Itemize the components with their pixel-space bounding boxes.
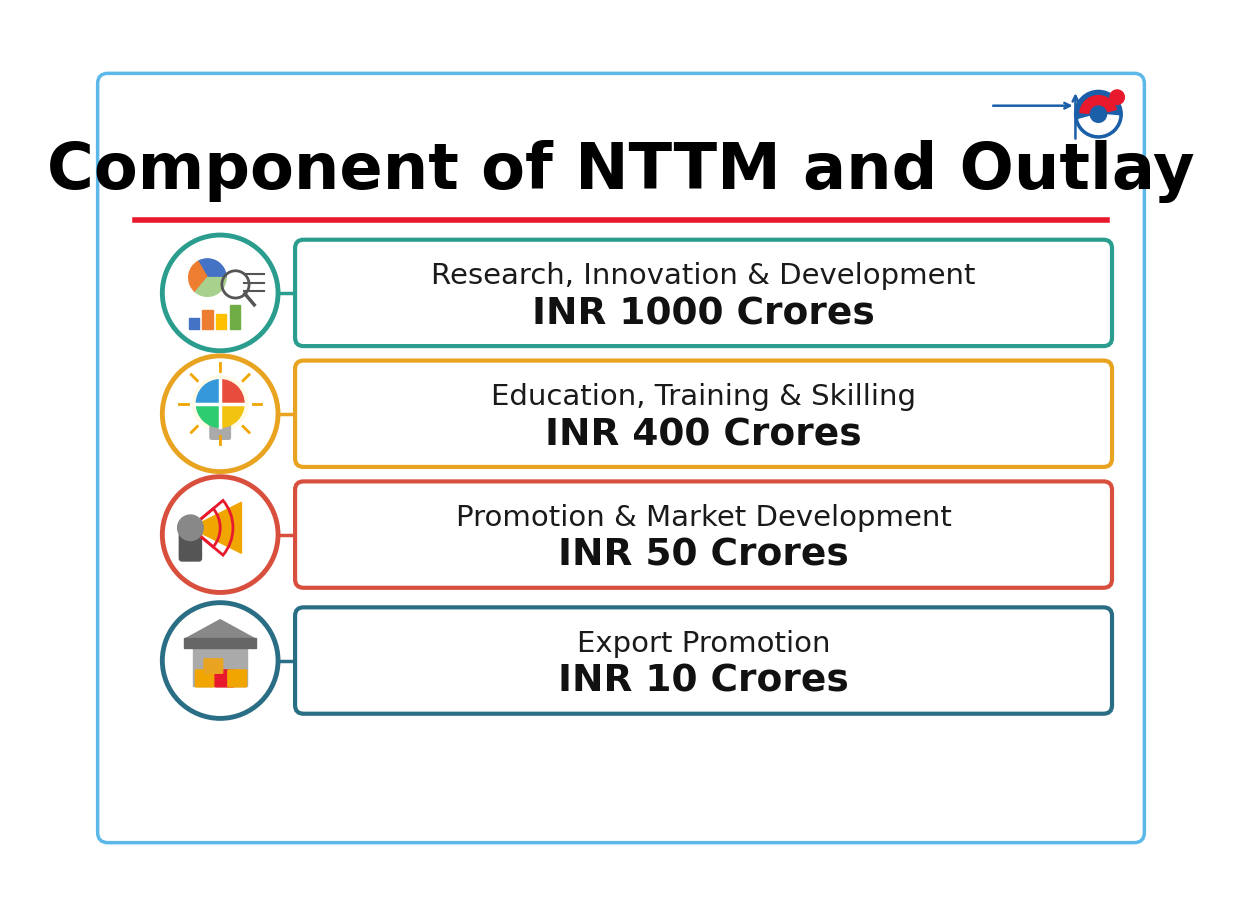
- Wedge shape: [197, 259, 226, 278]
- Circle shape: [163, 603, 278, 718]
- FancyBboxPatch shape: [296, 361, 1112, 467]
- Polygon shape: [185, 620, 256, 639]
- FancyBboxPatch shape: [227, 670, 247, 687]
- FancyBboxPatch shape: [230, 305, 240, 329]
- Polygon shape: [190, 502, 241, 553]
- Circle shape: [163, 476, 278, 593]
- Text: INR 1000 Crores: INR 1000 Crores: [532, 296, 874, 333]
- FancyBboxPatch shape: [98, 73, 1144, 843]
- FancyBboxPatch shape: [193, 639, 247, 686]
- Circle shape: [1110, 90, 1124, 104]
- Wedge shape: [195, 278, 226, 296]
- FancyBboxPatch shape: [195, 670, 214, 687]
- Circle shape: [178, 515, 204, 540]
- Wedge shape: [196, 404, 220, 428]
- FancyBboxPatch shape: [204, 659, 222, 673]
- Text: INR 50 Crores: INR 50 Crores: [558, 538, 850, 573]
- Text: Export Promotion: Export Promotion: [576, 629, 831, 658]
- FancyBboxPatch shape: [215, 670, 233, 687]
- Circle shape: [193, 376, 247, 431]
- Circle shape: [163, 356, 278, 472]
- Text: Promotion & Market Development: Promotion & Market Development: [456, 504, 951, 531]
- Circle shape: [1074, 91, 1123, 138]
- Text: Research, Innovation & Development: Research, Innovation & Development: [431, 262, 976, 289]
- Wedge shape: [1079, 95, 1117, 114]
- FancyBboxPatch shape: [202, 310, 212, 329]
- Text: Education, Training & Skilling: Education, Training & Skilling: [491, 383, 917, 410]
- FancyBboxPatch shape: [210, 419, 231, 440]
- FancyBboxPatch shape: [296, 482, 1112, 588]
- Wedge shape: [220, 380, 243, 404]
- Wedge shape: [196, 380, 220, 404]
- Wedge shape: [220, 404, 243, 428]
- FancyBboxPatch shape: [189, 319, 199, 329]
- FancyBboxPatch shape: [296, 607, 1112, 714]
- Text: INR 10 Crores: INR 10 Crores: [558, 664, 850, 700]
- Wedge shape: [189, 261, 207, 292]
- Circle shape: [163, 235, 278, 351]
- FancyBboxPatch shape: [216, 314, 226, 329]
- FancyBboxPatch shape: [296, 240, 1112, 346]
- FancyBboxPatch shape: [185, 638, 256, 648]
- Text: INR 400 Crores: INR 400 Crores: [545, 417, 862, 453]
- FancyBboxPatch shape: [179, 525, 201, 561]
- Text: Component of NTTM and Outlay: Component of NTTM and Outlay: [47, 140, 1195, 202]
- Wedge shape: [1079, 115, 1119, 135]
